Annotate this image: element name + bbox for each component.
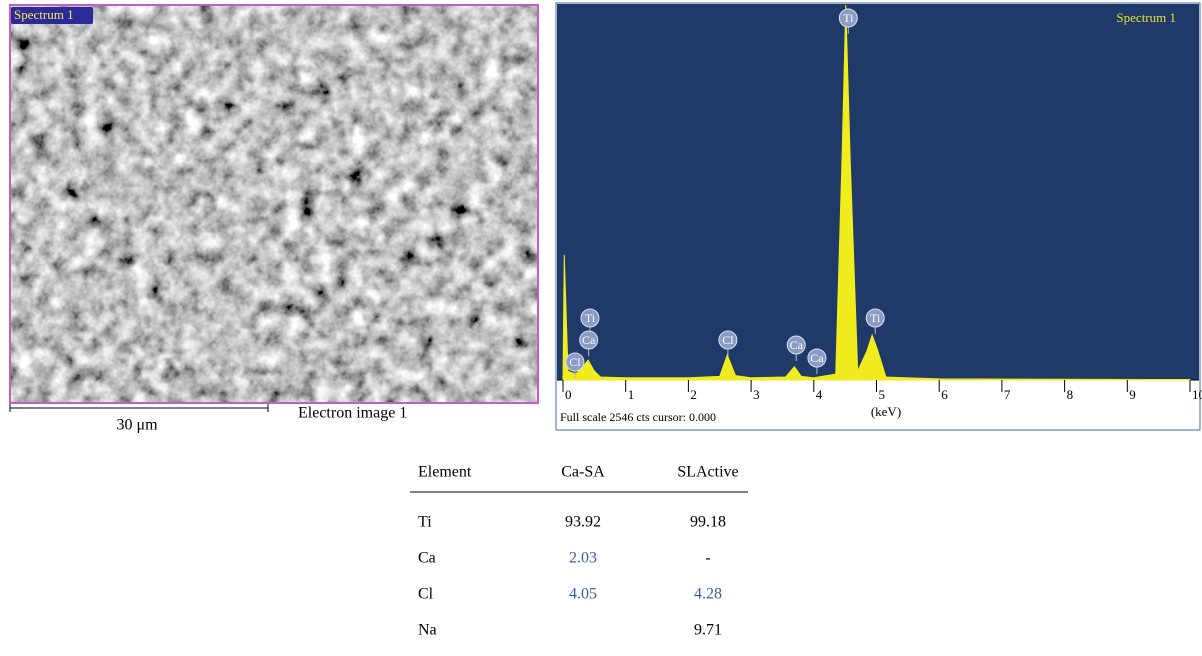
sem-image: Spectrum 1 [10, 5, 538, 403]
x-tick-label: 9 [1129, 387, 1136, 402]
x-tick-label: 5 [879, 387, 886, 402]
figure-canvas: Spectrum 1 30 μm Electron image 1 Spectr… [0, 0, 1202, 656]
scale-label: 30 μm [116, 417, 158, 434]
x-tick-label: 6 [941, 387, 948, 402]
figure: Spectrum 1 30 μm Electron image 1 Spectr… [0, 0, 1202, 656]
x-tick-label: 8 [1067, 387, 1074, 402]
x-tick-label: 3 [753, 387, 760, 402]
sem-texture [10, 5, 538, 403]
chart-footer: Full scale 2546 cts cursor: 0.000 [560, 410, 716, 424]
x-tick-label: 1 [628, 387, 635, 402]
peak-label: Ti [870, 311, 881, 325]
peak-label: Ti [585, 311, 596, 325]
table-header: Element [418, 464, 472, 481]
x-tick-label: 2 [690, 387, 697, 402]
peak-label: Ca [810, 351, 824, 365]
table-cell: 9.71 [694, 622, 722, 639]
table-cell: 2.03 [569, 550, 597, 567]
x-tick-label: 0 [565, 387, 572, 402]
peak-label: Ca [582, 333, 596, 347]
peak-label: Cl [722, 333, 734, 347]
image-caption: Electron image 1 [298, 405, 407, 422]
table-header: SLActive [677, 464, 738, 481]
x-axis-label: (keV) [871, 404, 901, 419]
image-label: Spectrum 1 [14, 7, 74, 22]
x-tick-label: 7 [1004, 387, 1011, 402]
x-tick-label: 10 [1192, 387, 1202, 402]
chart-title: Spectrum 1 [1116, 10, 1176, 25]
table-cell: 99.18 [690, 514, 726, 531]
table-cell: Ti [418, 514, 432, 531]
scale-bar: 30 μm [10, 404, 268, 434]
table-cell: 93.92 [565, 514, 601, 531]
peak-label: Ti [843, 11, 854, 25]
table-cell: Na [418, 622, 437, 639]
table-cell: 4.05 [569, 586, 597, 603]
table-header: Ca-SA [561, 464, 605, 481]
peak-label: Ca [790, 338, 804, 352]
table-cell: Cl [418, 586, 434, 603]
table-cell: 4.28 [694, 586, 722, 603]
x-tick-label: 4 [816, 387, 823, 402]
table-cell: Ca [418, 550, 436, 567]
table-cell: - [705, 550, 710, 567]
peak-label: Cl [569, 355, 581, 369]
